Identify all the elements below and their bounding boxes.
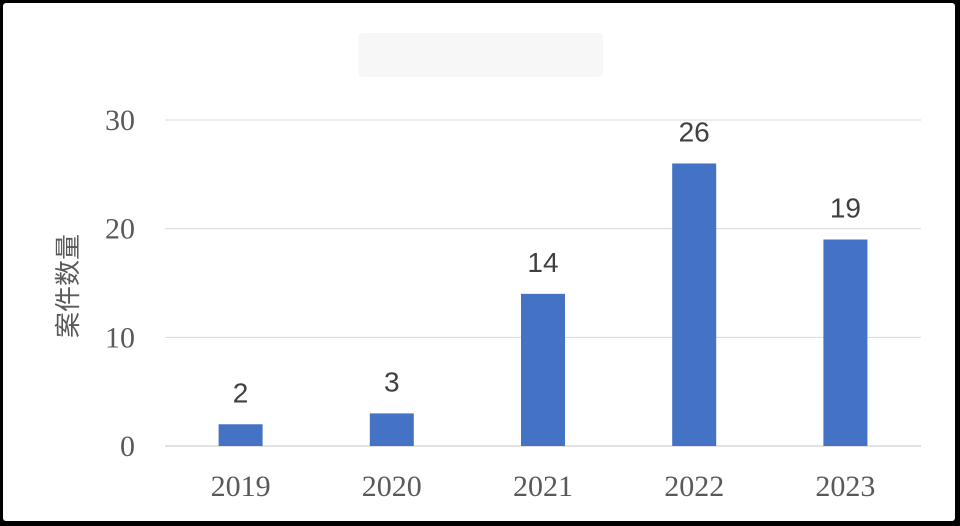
x-tick-label: 2021 — [513, 470, 573, 503]
x-tick-label: 2022 — [664, 470, 724, 503]
chart-title-area — [358, 33, 603, 77]
data-labels: 2 3 14 26 19 — [233, 116, 861, 408]
data-label: 14 — [527, 247, 558, 278]
y-tick-label: 20 — [105, 213, 135, 246]
bar — [369, 413, 414, 446]
y-axis-label: 案件数量 — [54, 234, 84, 338]
y-tick-labels: 0 10 20 30 — [105, 104, 135, 463]
chart-frame: 0 10 20 30 2 3 14 26 19 2019 2020 2021 2022 2023 案件… — [3, 3, 955, 521]
data-label: 26 — [679, 116, 710, 147]
y-tick-label: 10 — [105, 321, 135, 354]
bars — [218, 163, 868, 446]
data-label: 3 — [384, 366, 400, 397]
bar-chart: 0 10 20 30 2 3 14 26 19 2019 2020 2021 2022 2023 案件… — [54, 104, 921, 503]
y-tick-label: 0 — [120, 430, 135, 463]
bar — [672, 163, 717, 446]
bar — [823, 239, 868, 446]
x-tick-label: 2020 — [362, 470, 422, 503]
y-tick-label: 30 — [105, 104, 135, 137]
data-label: 19 — [830, 193, 861, 224]
bar — [218, 424, 263, 446]
x-tick-label: 2023 — [815, 470, 875, 503]
x-tick-label: 2019 — [211, 470, 271, 503]
x-tick-labels: 2019 2020 2021 2022 2023 — [211, 470, 876, 503]
bar — [521, 293, 565, 446]
data-label: 2 — [233, 377, 249, 408]
